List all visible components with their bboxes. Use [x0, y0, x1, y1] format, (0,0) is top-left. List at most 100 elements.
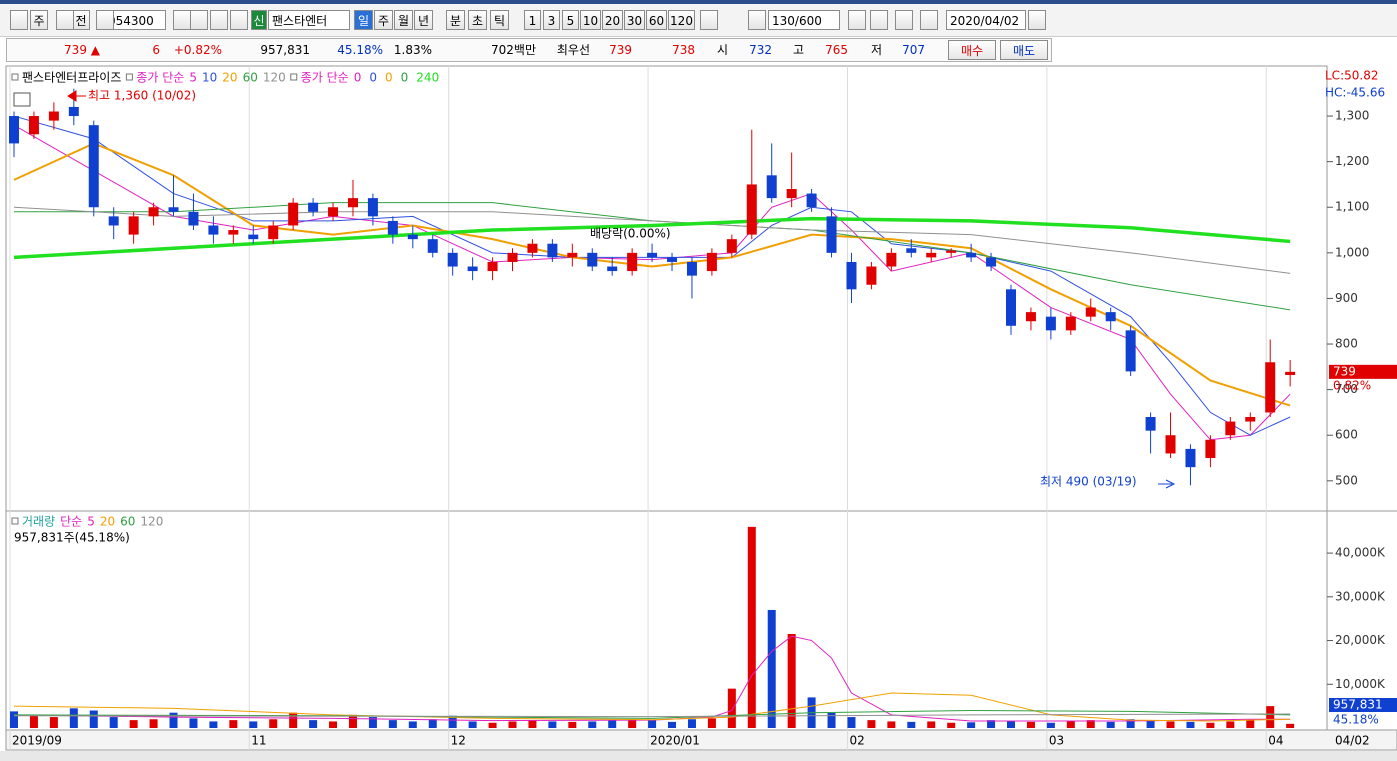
y-tick-label: 800: [1335, 337, 1358, 351]
candle-body: [1105, 312, 1116, 322]
lc-label: LC:50.82: [1325, 69, 1378, 83]
candle-body: [467, 266, 478, 272]
x-tick-label: 04/02: [1335, 734, 1370, 748]
candle-body: [1185, 448, 1196, 468]
toolbar-button[interactable]: 팬스타엔터: [268, 10, 350, 30]
toolbar-button[interactable]: 1: [524, 10, 541, 30]
x-tick-label: 11: [251, 734, 266, 748]
candle-body: [248, 234, 259, 240]
candle-body: [1205, 439, 1216, 459]
candle-body: [667, 257, 678, 262]
toolbar-button[interactable]: 분: [446, 10, 465, 30]
legend-text: 종가 단순: [136, 71, 184, 85]
toolbar-icon[interactable]: [1028, 10, 1046, 30]
candle-body: [846, 261, 857, 290]
toolbar-button[interactable]: 초: [468, 10, 487, 30]
toolbar-icon[interactable]: [190, 10, 208, 30]
y-tick-label: 10,000K: [1335, 677, 1386, 691]
toolbar-button[interactable]: 년: [414, 10, 433, 30]
toolbar-icon[interactable]: [230, 10, 248, 30]
toolbar-icon[interactable]: [848, 10, 866, 30]
ma-line: [13, 216, 1291, 260]
volume-bar: [1026, 721, 1035, 728]
toolbar-icon[interactable]: [56, 10, 74, 30]
toolbar-button[interactable]: 전: [72, 10, 90, 30]
volume-bar: [1206, 722, 1215, 728]
x-tick-label: 2020/01: [650, 734, 700, 748]
y-tick-label: 1,000: [1335, 245, 1369, 259]
ma-line: [13, 142, 1291, 407]
toolbar-button[interactable]: 30: [624, 10, 645, 30]
toolbar-icon[interactable]: [210, 10, 228, 30]
volume-pct-label: 45.18%: [1333, 713, 1379, 727]
toolbar-button[interactable]: 60: [646, 10, 667, 30]
toolbar-button[interactable]: 2020/04/02: [946, 10, 1026, 30]
legend-text: 단순: [60, 515, 82, 529]
toolbar-button[interactable]: 주: [374, 10, 393, 30]
ma-line: [13, 635, 1291, 722]
volume-bar: [129, 720, 138, 728]
candle-body: [726, 239, 737, 253]
toolbar-icon[interactable]: [700, 10, 718, 30]
toolbar-button[interactable]: 신: [251, 10, 267, 30]
toolbar-button[interactable]: 월: [394, 10, 413, 30]
toolbar-button[interactable]: 120: [668, 10, 695, 30]
toolbar-icon[interactable]: [920, 10, 938, 30]
toolbar-icon[interactable]: [96, 10, 114, 30]
legend-text: 60: [243, 71, 258, 85]
candle-body: [347, 198, 358, 208]
toolbar-button[interactable]: 5: [562, 10, 579, 30]
volume-bar: [468, 721, 477, 728]
volume-bar: [209, 721, 218, 728]
volume-badge-label: 957,831: [1333, 698, 1383, 712]
order-button[interactable]: 매도: [1000, 40, 1048, 60]
toolbar-icon[interactable]: [870, 10, 888, 30]
candle-body: [208, 225, 219, 235]
candle-body: [607, 266, 618, 272]
volume-bar: [1246, 720, 1255, 728]
candle-body: [627, 252, 638, 272]
toolbar-icon[interactable]: [10, 10, 28, 30]
quote-field: 738: [672, 43, 695, 57]
candle-body: [886, 252, 897, 267]
x-tick-label: 2019/09: [12, 734, 62, 748]
toolbar-button[interactable]: 130/600: [768, 10, 840, 30]
quote-field: 시: [716, 43, 728, 57]
candle-body: [108, 216, 119, 226]
volume-bar: [309, 720, 318, 728]
quote-field: 739: [609, 43, 632, 57]
toolbar-icon[interactable]: [748, 10, 766, 30]
toolbar-button[interactable]: 틱: [490, 10, 509, 30]
volume-bar: [329, 721, 338, 728]
volume-bar: [189, 718, 198, 728]
volume-bar: [787, 633, 796, 728]
toolbar-button[interactable]: 20: [602, 10, 623, 30]
candle-body: [308, 202, 319, 212]
toolbar-button[interactable]: 일: [354, 10, 373, 30]
candle-body: [427, 239, 438, 253]
toolbar-button[interactable]: 3: [543, 10, 560, 30]
price-badge: [1329, 364, 1397, 379]
volume-bar: [907, 721, 916, 728]
toolbar-icon[interactable]: [895, 10, 913, 30]
volume-bar: [1046, 722, 1055, 728]
legend-marker: [125, 73, 133, 81]
volume-bar: [149, 719, 158, 728]
toolbar-button[interactable]: 주: [30, 10, 48, 30]
quote-field: 732: [749, 43, 772, 57]
legend-text: 120: [263, 71, 286, 85]
candle-body: [1025, 312, 1036, 322]
volume-bar: [69, 708, 78, 728]
order-button[interactable]: 매수: [948, 40, 996, 60]
quote-field: 707: [902, 43, 925, 57]
candle-body: [926, 252, 937, 258]
volume-bar: [987, 720, 996, 728]
legend-text: 20: [100, 515, 115, 529]
toolbar-button[interactable]: 10: [580, 10, 601, 30]
volume-bar: [1286, 723, 1295, 728]
candle-body: [28, 116, 39, 135]
ma-line: [13, 713, 1291, 718]
candle-body: [68, 106, 79, 117]
y-tick-label: 1,300: [1335, 109, 1369, 123]
